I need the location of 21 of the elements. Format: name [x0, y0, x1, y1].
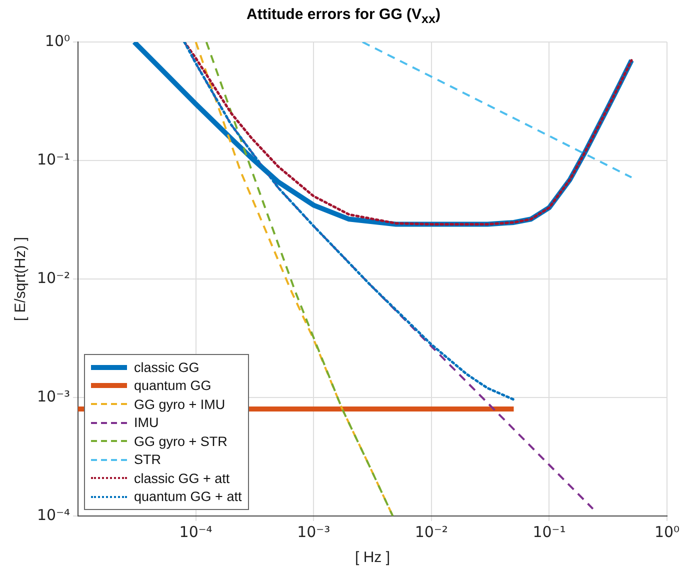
y-tick-label: 10⁰: [44, 32, 70, 50]
y-tick-label: 10⁻¹: [36, 150, 70, 168]
legend-label: classic GG + att: [134, 470, 230, 486]
y-tick-label: 10⁻⁴: [36, 506, 70, 524]
legend-label: IMU: [134, 415, 159, 430]
x-axis-title: [ Hz ]: [355, 549, 390, 566]
legend-label: GG gyro + STR: [134, 434, 228, 449]
y-axis-title: [ E/sqrt(Hz) ]: [12, 236, 30, 322]
legend-label: quantum GG: [134, 378, 212, 394]
legend-label: classic GG: [134, 360, 200, 375]
y-tick-label: 10⁻³: [36, 387, 70, 406]
legend-label: quantum GG + att: [134, 489, 242, 504]
y-tick-label: 10⁻²: [36, 268, 70, 287]
x-tick-label: 10⁻⁴: [179, 522, 212, 541]
legend-label: GG gyro + IMU: [134, 396, 226, 412]
chart-title: Attitude errors for GG (V$_{xx}$): [246, 6, 442, 26]
x-tick-label: 10⁻³: [297, 522, 330, 541]
legend-label: STR: [134, 452, 162, 468]
x-tick-label: 10⁻¹: [532, 522, 566, 541]
x-tick-label: 10⁰: [654, 522, 680, 541]
x-tick-label: 10⁻²: [414, 522, 448, 541]
